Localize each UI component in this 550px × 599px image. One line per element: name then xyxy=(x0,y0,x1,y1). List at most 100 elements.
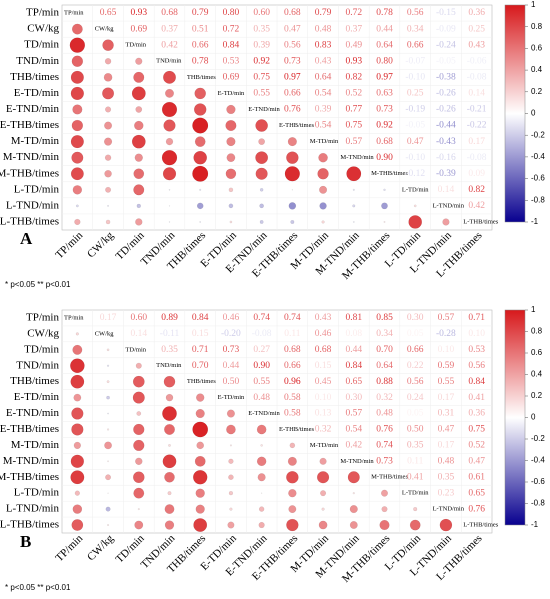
coefficient-label: 0.47 xyxy=(407,137,424,147)
panel-label: B xyxy=(20,532,31,551)
row-label: CW/kg xyxy=(27,23,59,35)
coefficient-label: 0.54 xyxy=(345,425,362,435)
coefficient-label: 0.10 xyxy=(438,345,455,355)
coefficient-label: 0.31 xyxy=(438,409,455,419)
diagonal-label: TD/min xyxy=(125,42,146,49)
row-label: M-TND/min xyxy=(3,455,60,467)
coefficient-circle xyxy=(352,188,355,191)
coefficient-circle xyxy=(317,168,329,180)
coefficient-circle xyxy=(383,188,386,191)
diagonal-label: E-TD/min xyxy=(218,90,245,97)
row-label: E-TND/min xyxy=(6,103,60,115)
coefficient-circle xyxy=(107,524,110,527)
coefficient-label: 0.44 xyxy=(345,345,362,355)
coefficient-label: 0.25 xyxy=(407,89,424,99)
coefficient-circle xyxy=(381,489,388,497)
coefficient-label: 0.05 xyxy=(407,329,424,339)
coefficient-label: 0.08 xyxy=(345,329,362,339)
row-label: M-THB/times xyxy=(0,471,59,483)
coefficient-circle xyxy=(70,70,84,84)
coefficient-circle xyxy=(102,87,115,100)
coefficient-circle xyxy=(288,505,297,514)
coefficient-circle xyxy=(104,170,112,178)
diagonal-label: M-TND/min xyxy=(340,458,374,465)
coefficient-label: 0.43 xyxy=(315,313,332,323)
coefficient-label: -0.05 xyxy=(405,121,425,131)
coefficient-circle xyxy=(287,137,297,147)
coefficient-circle xyxy=(105,106,112,113)
coefficient-label: 0.50 xyxy=(223,377,240,387)
diagonal-label: L-TND/min xyxy=(433,202,465,209)
coefficient-label: 0.59 xyxy=(438,361,455,371)
coefficient-label: 0.30 xyxy=(407,313,424,323)
coefficient-circle xyxy=(131,86,146,101)
coefficient-label: -0.07 xyxy=(405,56,425,66)
coefficient-label: 0.48 xyxy=(438,457,455,467)
coefficient-circle xyxy=(226,409,235,418)
coefficient-circle xyxy=(290,219,295,224)
coefficient-label: 0.92 xyxy=(376,121,393,131)
coefficient-label: 0.88 xyxy=(376,377,393,387)
coefficient-label: 0.48 xyxy=(376,409,393,419)
coefficient-label: 0.66 xyxy=(407,40,424,50)
coefficient-circle xyxy=(319,185,328,194)
coefficient-label: 0.55 xyxy=(253,377,270,387)
coefficient-label: 0.60 xyxy=(253,8,270,18)
coefficient-label: 0.37 xyxy=(345,24,362,34)
coefficient-circle xyxy=(132,375,145,388)
diagonal-label: E-TND/min xyxy=(248,106,280,113)
coefficient-circle xyxy=(164,424,175,435)
coefficient-label: 0.66 xyxy=(407,345,424,355)
coefficient-circle xyxy=(134,520,144,530)
row-label: THB/times xyxy=(10,71,59,83)
coefficient-circle xyxy=(259,188,264,192)
coefficient-label: 0.56 xyxy=(468,361,485,371)
coefficient-label: 0.24 xyxy=(407,393,424,403)
coefficient-label: 0.42 xyxy=(468,201,485,211)
coefficient-circle xyxy=(135,218,143,226)
coefficient-label: 0.05 xyxy=(407,409,424,419)
coefficient-circle xyxy=(70,135,84,149)
coefficient-label: 0.73 xyxy=(376,105,393,115)
diagonal-label: TND/min xyxy=(156,362,182,369)
coefficient-label: 0.54 xyxy=(315,89,332,99)
coefficient-label: -0.19 xyxy=(405,105,425,115)
significance-note: * p<0.05 ** p<0.01 xyxy=(5,583,71,592)
coefficient-circle xyxy=(383,221,386,223)
coefficient-label: -0.09 xyxy=(436,24,456,34)
coefficient-label: 0.65 xyxy=(100,8,117,18)
coefficient-label: 0.57 xyxy=(345,137,362,147)
coefficient-label: 0.34 xyxy=(407,24,424,34)
coefficient-circle xyxy=(199,221,202,223)
colorbar-tick-label: 0.6 xyxy=(531,348,543,357)
row-label: TP/min xyxy=(26,7,60,19)
coefficient-label: 0.96 xyxy=(284,377,301,387)
row-label: TP/min xyxy=(26,311,60,323)
coefficient-label: -0.08 xyxy=(467,73,487,83)
row-label: L-THB/times xyxy=(0,215,59,227)
coefficient-label: 0.60 xyxy=(130,313,147,323)
coefficient-circle xyxy=(255,167,268,180)
coefficient-circle xyxy=(104,121,113,130)
coefficient-circle xyxy=(106,395,110,400)
coefficient-circle xyxy=(133,168,145,180)
coefficient-circle xyxy=(258,506,265,512)
coefficient-label: 0.71 xyxy=(468,313,485,323)
colorbar-tick-label: 0.8 xyxy=(531,22,543,31)
coefficient-label: 0.41 xyxy=(468,393,485,403)
diagonal-label: L-THB/times xyxy=(463,522,498,529)
row-label: L-TD/min xyxy=(14,487,60,499)
coefficient-circle xyxy=(136,203,141,209)
coefficient-circle xyxy=(107,412,109,415)
coefficient-circle xyxy=(228,474,234,480)
coefficient-label: 0.10 xyxy=(468,329,485,339)
colorbar-tick-label: 0 xyxy=(531,413,536,422)
coefficient-circle xyxy=(163,70,176,84)
coefficient-label: 0.46 xyxy=(223,313,240,323)
coefficient-circle xyxy=(73,393,82,402)
coefficient-label: 0.17 xyxy=(468,137,485,147)
coefficient-circle xyxy=(162,406,177,421)
coefficient-label: 0.54 xyxy=(315,121,332,131)
coefficient-label: 0.70 xyxy=(192,361,209,371)
coefficient-label: 0.47 xyxy=(284,24,301,34)
